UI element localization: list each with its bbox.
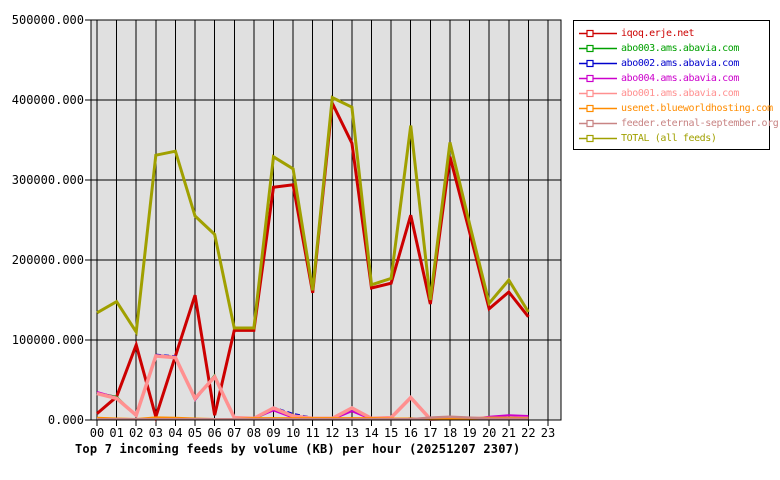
legend-label: abo004.ams.abavia.com	[621, 73, 740, 84]
legend-item: feeder.eternal-september.org	[574, 116, 779, 131]
x-tick-label: 12	[325, 426, 340, 440]
legend-line-sample-icon	[579, 44, 617, 53]
y-tick-label: 400000.000	[11, 93, 84, 107]
legend-line-sample-icon	[579, 134, 617, 143]
legend-sample-point-icon	[586, 29, 594, 38]
chart-title: Top 7 incoming feeds by volume (KB) per …	[75, 442, 521, 456]
x-tick-label: 20	[481, 426, 497, 440]
legend-label: abo003.ams.abavia.com	[621, 43, 740, 54]
legend-sample-point-icon	[586, 119, 594, 128]
legend-item: abo004.ams.abavia.com	[574, 71, 769, 86]
x-tick-label: 21	[501, 426, 516, 440]
x-tick-label: 23	[540, 426, 556, 440]
legend-item: abo003.ams.abavia.com	[574, 41, 769, 56]
legend-line-sample-icon	[579, 89, 617, 98]
legend-item: abo001.ams.abavia.com	[574, 86, 769, 101]
legend-box: iqoq.erje.net abo003.ams.abavia.com abo002…	[573, 20, 779, 150]
x-tick-label: 18	[442, 426, 458, 440]
x-tick-label: 10	[285, 426, 301, 440]
x-tick-label: 02	[128, 426, 144, 440]
y-tick-label: 500000.000	[11, 13, 84, 27]
legend-label: TOTAL (all feeds)	[621, 133, 717, 144]
legend-sample-point-icon	[586, 104, 594, 113]
series-line	[97, 415, 529, 421]
x-tick-label: 06	[207, 426, 222, 440]
x-tick-label: 16	[403, 426, 418, 440]
legend-line-sample-icon	[579, 29, 617, 38]
x-tick-label: 08	[246, 426, 262, 440]
plot-background	[91, 20, 561, 420]
legend-item: abo002.ams.abavia.com	[574, 56, 769, 71]
legend-sample-point-icon	[586, 59, 594, 68]
legend-item: usenet.blueworldhosting.com	[574, 101, 773, 116]
legend-label: abo002.ams.abavia.com	[621, 58, 740, 69]
legend-sample-point-icon	[586, 44, 594, 53]
legend-sample-point-icon	[586, 74, 594, 83]
y-tick-label: 300000.000	[11, 173, 84, 187]
x-tick-label: 15	[383, 426, 399, 440]
x-tick-label: 17	[423, 426, 438, 440]
x-tick-label: 11	[305, 426, 320, 440]
x-tick-label: 04	[168, 426, 183, 440]
x-tick-label: 00	[89, 426, 105, 440]
legend-sample-point-icon	[586, 89, 594, 98]
legend-line-sample-icon	[579, 104, 617, 113]
x-tick-label: 01	[109, 426, 124, 440]
x-tick-label: 09	[266, 426, 281, 440]
legend-line-sample-icon	[579, 119, 617, 128]
legend-label: feeder.eternal-september.org	[621, 118, 779, 129]
legend-label: usenet.blueworldhosting.com	[621, 103, 773, 114]
x-tick-label: 05	[187, 426, 203, 440]
y-tick-label: 0.000	[47, 413, 84, 427]
x-tick-label: 19	[462, 426, 477, 440]
x-tick-label: 03	[148, 426, 164, 440]
series-line	[96, 95, 530, 337]
legend-label: iqoq.erje.net	[621, 28, 695, 39]
legend-sample-point-icon	[586, 134, 594, 143]
series-line	[96, 97, 530, 423]
x-tick-label: 07	[227, 426, 242, 440]
x-tick-label: 22	[521, 426, 536, 440]
plot-border	[90, 19, 562, 421]
x-tick-label: 14	[364, 426, 379, 440]
legend-item: iqoq.erje.net	[574, 26, 769, 41]
legend-line-sample-icon	[579, 74, 617, 83]
legend-item: TOTAL (all feeds)	[574, 131, 769, 146]
legend-line-sample-icon	[579, 59, 617, 68]
x-tick-label: 13	[344, 426, 360, 440]
y-tick-label: 100000.000	[11, 333, 84, 347]
y-tick-label: 200000.000	[11, 253, 84, 267]
legend-label: abo001.ams.abavia.com	[621, 88, 740, 99]
